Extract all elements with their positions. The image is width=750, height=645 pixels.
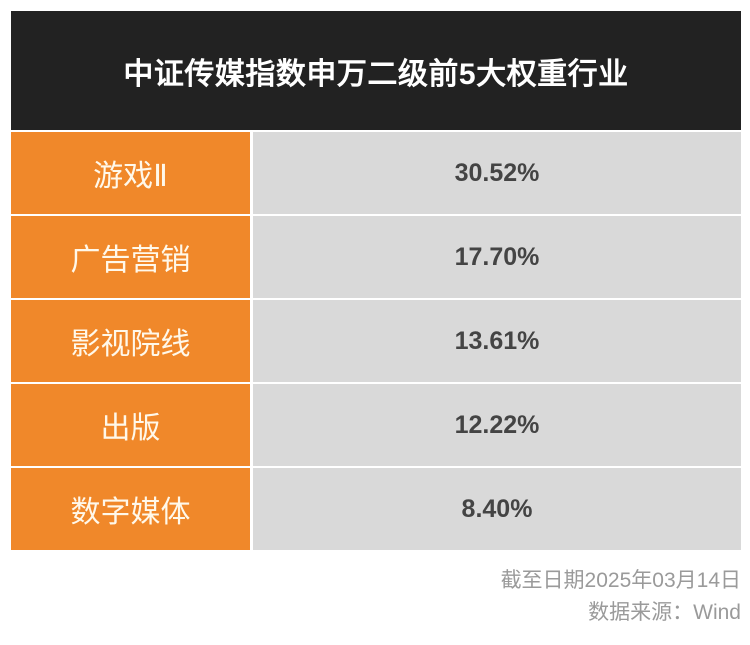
weight-value: 12.22% [253,384,741,466]
table-row: 影视院线 13.61% [11,300,741,382]
industry-label: 出版 [11,384,250,466]
industry-label: 广告营销 [11,216,250,298]
footer-notes: 截至日期2025年03月14日 数据来源：Wind [501,565,741,629]
industry-label: 游戏Ⅱ [11,132,250,214]
industry-label: 数字媒体 [11,468,250,550]
weight-value: 30.52% [253,132,741,214]
weight-value: 8.40% [253,468,741,550]
table-row: 广告营销 17.70% [11,216,741,298]
weight-value: 17.70% [253,216,741,298]
weight-table: 中证传媒指数申万二级前5大权重行业 游戏Ⅱ 30.52% 广告营销 17.70%… [11,11,741,550]
table-row: 游戏Ⅱ 30.52% [11,132,741,214]
table-row: 数字媒体 8.40% [11,468,741,550]
industry-label: 影视院线 [11,300,250,382]
table-row: 出版 12.22% [11,384,741,466]
date-note: 截至日期2025年03月14日 [500,569,741,592]
weight-value: 13.61% [253,300,741,382]
source-note: 数据来源：Wind [588,601,741,624]
table-title: 中证传媒指数申万二级前5大权重行业 [11,11,741,130]
